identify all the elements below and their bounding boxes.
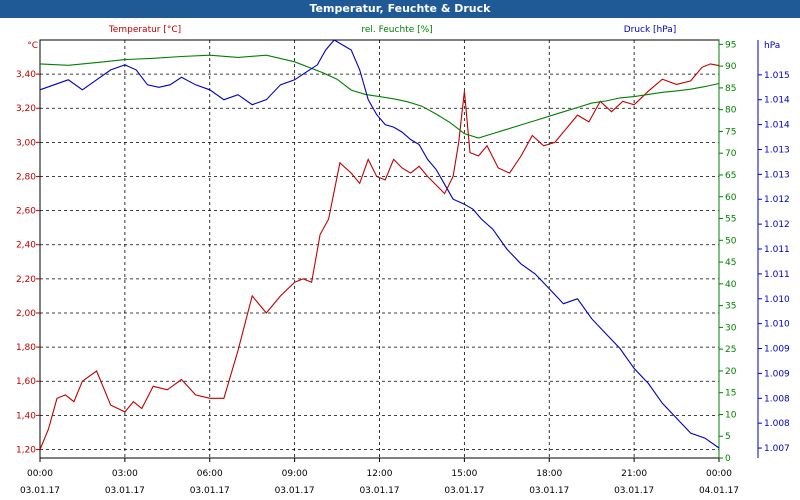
x-tick-label: 00:00 xyxy=(27,469,53,479)
humidity-tick-label: 95 xyxy=(725,40,736,50)
pressure-tick-label: 1.009 xyxy=(764,345,790,355)
temperature-tick-label: 3,40 xyxy=(16,70,36,80)
x-date-label: 03.01.17 xyxy=(359,486,399,496)
humidity-tick-label: 20 xyxy=(725,367,737,377)
x-tick-label: 15:00 xyxy=(451,469,477,479)
humidity-tick-label: 50 xyxy=(725,236,737,246)
humidity-tick-label: 10 xyxy=(725,410,737,420)
humidity-tick-label: 90 xyxy=(725,62,737,72)
pressure-tick-label: 1.009 xyxy=(764,369,790,379)
pressure-tick-label: 1.011 xyxy=(764,245,790,255)
x-date-label: 03.01.17 xyxy=(190,486,230,496)
temperature-tick-label: 1,20 xyxy=(16,445,36,455)
humidity-tick-label: 5 xyxy=(725,432,731,442)
temperature-legend: Temperatur [°C] xyxy=(108,25,181,35)
x-tick-label: 12:00 xyxy=(367,469,393,479)
pressure-tick-label: 1.015 xyxy=(764,71,790,81)
x-tick-label: 03:00 xyxy=(112,469,138,479)
humidity-tick-label: 55 xyxy=(725,215,736,225)
pressure-tick-label: 1.014 xyxy=(764,121,790,131)
pressure-tick-label: 1.010 xyxy=(764,295,790,305)
temperature-tick-label: 1,40 xyxy=(16,411,36,421)
humidity-tick-label: 65 xyxy=(725,171,736,181)
temperature-unit-label: °C xyxy=(27,41,38,51)
temperature-tick-label: 2,20 xyxy=(16,275,36,285)
window-title: Temperatur, Feuchte & Druck xyxy=(0,0,800,18)
pressure-tick-label: 1.013 xyxy=(764,170,790,180)
x-date-label: 03.01.17 xyxy=(614,486,654,496)
temperature-tick-label: 3,20 xyxy=(16,104,36,114)
temperature-tick-label: 1,80 xyxy=(16,343,36,353)
humidity-legend: rel. Feuchte [%] xyxy=(361,25,432,35)
pressure-tick-label: 1.013 xyxy=(764,145,790,155)
humidity-series-line xyxy=(39,54,720,139)
pressure-tick-label: 1.008 xyxy=(764,419,790,429)
temperature-tick-label: 2,40 xyxy=(16,241,36,251)
pressure-tick-label: 1.007 xyxy=(764,444,790,454)
temperature-tick-label: 2,60 xyxy=(16,207,36,217)
x-date-label: 03.01.17 xyxy=(529,486,569,496)
x-date-label: 03.01.17 xyxy=(275,486,315,496)
temperature-tick-label: 1,60 xyxy=(16,377,36,387)
humidity-tick-label: 30 xyxy=(725,323,737,333)
humidity-tick-label: 40 xyxy=(725,280,737,290)
x-date-label: 03.01.17 xyxy=(444,486,484,496)
pressure-tick-label: 1.012 xyxy=(764,195,790,205)
x-tick-label: 09:00 xyxy=(282,469,308,479)
x-date-label: 04.01.17 xyxy=(699,486,739,496)
pressure-tick-label: 1.010 xyxy=(764,320,790,330)
humidity-tick-label: 25 xyxy=(725,345,736,355)
humidity-tick-label: 70 xyxy=(725,149,737,159)
humidity-tick-label: 15 xyxy=(725,389,736,399)
pressure-series-line xyxy=(39,39,720,449)
x-date-label: 03.01.17 xyxy=(105,486,145,496)
pressure-tick-label: 1.014 xyxy=(764,96,790,106)
temperature-tick-label: 2,00 xyxy=(16,309,36,319)
temperature-tick-label: 3,00 xyxy=(16,138,36,148)
x-tick-label: 18:00 xyxy=(536,469,562,479)
humidity-tick-label: 45 xyxy=(725,258,736,268)
humidity-tick-label: 35 xyxy=(725,302,736,312)
pressure-tick-label: 1.008 xyxy=(764,394,790,404)
humidity-tick-label: 0 xyxy=(725,454,731,464)
x-date-label: 03.01.17 xyxy=(20,486,60,496)
humidity-tick-label: 80 xyxy=(725,106,737,116)
x-tick-label: 06:00 xyxy=(197,469,223,479)
x-tick-label: 00:00 xyxy=(706,469,732,479)
pressure-tick-label: 1.011 xyxy=(764,270,790,280)
humidity-tick-label: 60 xyxy=(725,193,737,203)
humidity-tick-label: 85 xyxy=(725,84,736,94)
pressure-tick-label: 1.012 xyxy=(764,220,790,230)
pressure-unit-label: hPa xyxy=(764,41,780,51)
pressure-legend: Druck [hPa] xyxy=(624,25,677,35)
temperature-series-line xyxy=(39,63,720,450)
temperature-tick-label: 2,80 xyxy=(16,172,36,182)
x-tick-label: 21:00 xyxy=(621,469,647,479)
humidity-tick-label: 75 xyxy=(725,127,736,137)
